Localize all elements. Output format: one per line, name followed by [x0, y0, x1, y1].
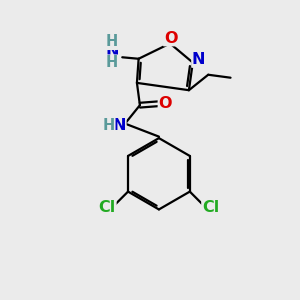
Text: H: H: [105, 34, 117, 49]
Text: H: H: [103, 118, 115, 133]
Text: H: H: [105, 55, 117, 70]
Text: N: N: [112, 118, 126, 133]
Text: O: O: [158, 96, 172, 111]
Text: O: O: [164, 31, 177, 46]
Text: Cl: Cl: [99, 200, 116, 215]
Text: Cl: Cl: [202, 200, 219, 215]
Text: N: N: [105, 44, 119, 59]
Text: N: N: [192, 52, 206, 67]
